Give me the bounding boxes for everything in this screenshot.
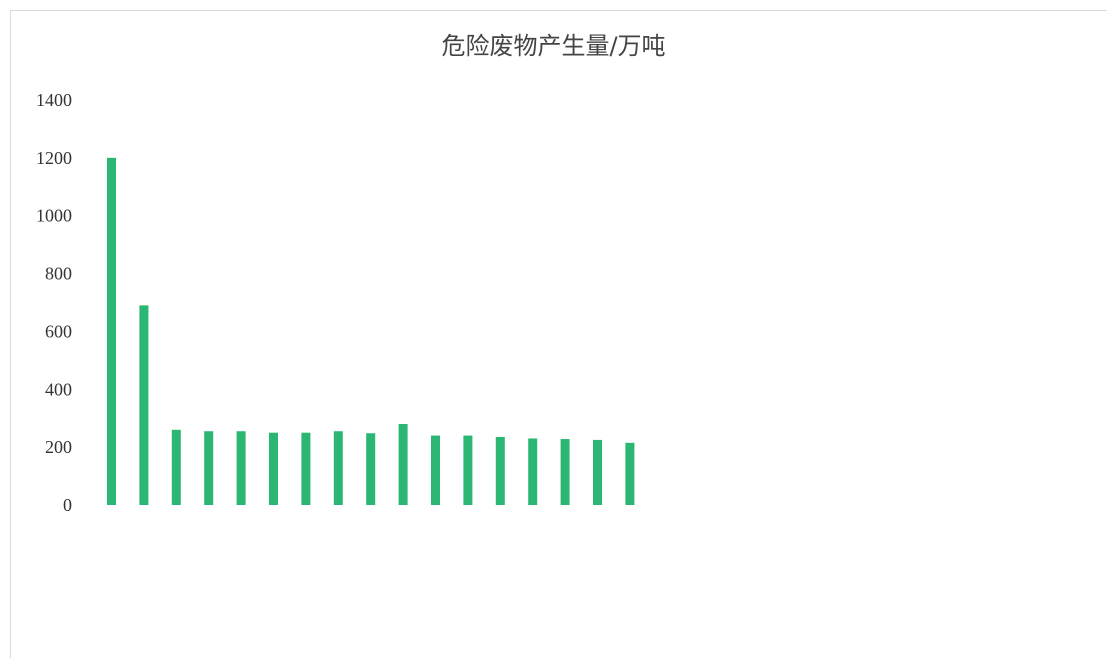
bar [366, 433, 376, 505]
bar [398, 424, 408, 505]
bar [560, 439, 570, 505]
y-tick-label: 0 [63, 495, 72, 515]
bar [463, 435, 473, 505]
bar [107, 157, 116, 505]
y-tick-label: 400 [45, 379, 72, 399]
bar [204, 431, 214, 505]
chart-border-top [10, 10, 1107, 11]
bar [625, 442, 635, 505]
bar [528, 438, 538, 505]
bar [431, 435, 440, 505]
y-tick-label: 200 [45, 437, 72, 457]
bar [269, 432, 278, 505]
bar [333, 431, 343, 505]
y-tick-label: 1200 [36, 148, 72, 168]
bar [301, 432, 311, 505]
y-tick-label: 1000 [36, 206, 72, 226]
bar [495, 437, 505, 505]
y-tick-label: 1400 [36, 90, 72, 110]
y-tick-label: 600 [45, 321, 72, 341]
y-axis: 0 200 400 600 800 1000 1200 1400 [36, 90, 72, 515]
bar-series [107, 157, 635, 505]
bar [171, 429, 181, 505]
chart-title: 危险废物产生量/万吨 [441, 32, 666, 60]
chart-border-left [10, 10, 11, 658]
bar [139, 305, 149, 505]
bar [236, 431, 246, 505]
bar [593, 439, 602, 505]
y-tick-label: 800 [45, 264, 72, 284]
